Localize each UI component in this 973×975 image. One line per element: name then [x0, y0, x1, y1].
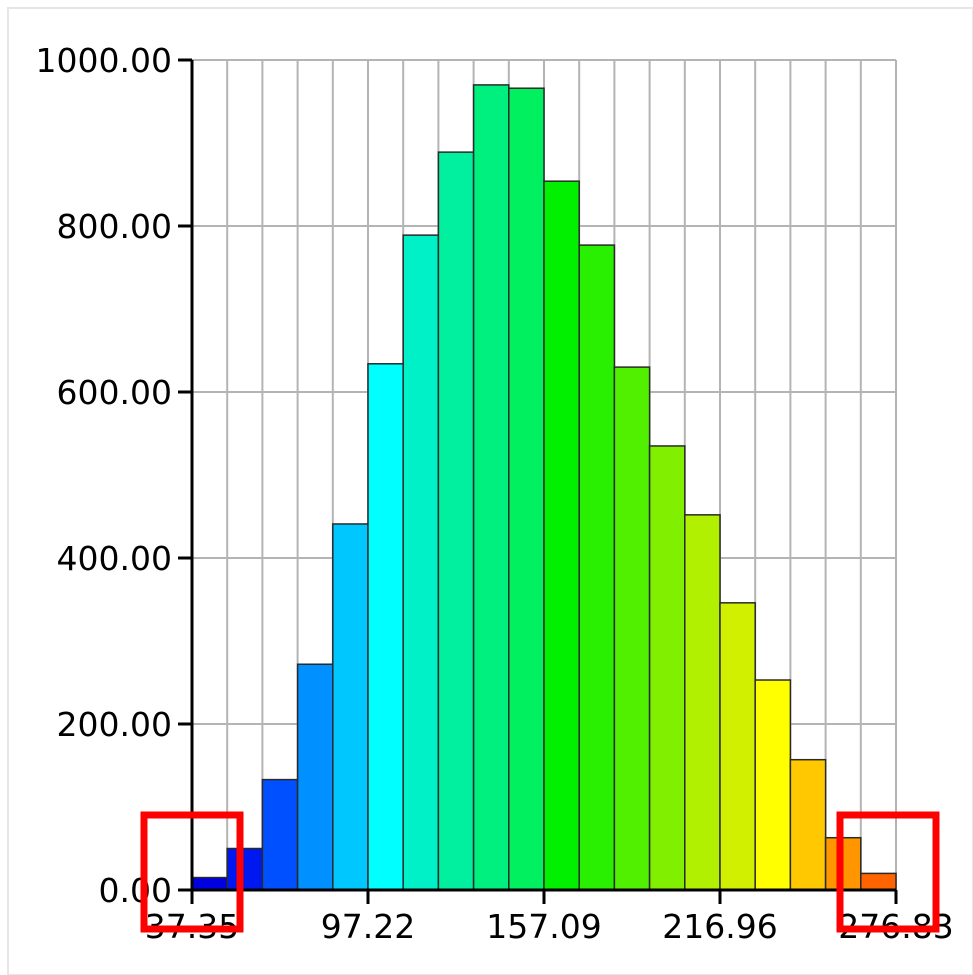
- histogram-bar: [191, 876, 228, 891]
- bars: [191, 84, 897, 891]
- histogram-bar: [367, 363, 404, 891]
- x-tick-label: 157.09: [486, 907, 601, 946]
- y-tick-labels: 0.00 200.00 400.00 600.00 800.00 1000.00: [36, 41, 172, 910]
- histogram-bar: [578, 244, 616, 891]
- y-tick-label: 600.00: [57, 373, 172, 412]
- histogram-bar: [261, 778, 299, 891]
- histogram-bar: [226, 847, 264, 891]
- histogram-bar: [508, 87, 545, 891]
- histogram-bar: [437, 151, 475, 891]
- x-tick-label: 216.96: [662, 907, 777, 946]
- histogram-bar: [543, 180, 580, 891]
- histogram-bar: [754, 679, 792, 891]
- x-tick-label: 97.22: [321, 907, 415, 946]
- highlight-box-left: [140, 811, 244, 933]
- histogram-bar: [719, 602, 756, 891]
- histogram-bar: [472, 84, 510, 891]
- axes: [178, 58, 898, 904]
- y-tick-label: 0.00: [99, 871, 172, 910]
- histogram-bar: [332, 523, 369, 891]
- histogram-bar: [789, 758, 827, 891]
- histogram-bar: [648, 445, 686, 891]
- histogram-bar: [684, 514, 721, 891]
- y-tick-label: 1000.00: [36, 41, 172, 80]
- highlight-box-right: [836, 811, 940, 933]
- y-tick-label: 400.00: [57, 539, 172, 578]
- highlight-boxes: [140, 811, 940, 933]
- histogram-bar: [296, 663, 334, 891]
- histogram-bar: [613, 366, 651, 891]
- y-tick-label: 200.00: [57, 705, 172, 744]
- histogram-bar: [860, 872, 897, 891]
- y-tick-label: 800.00: [57, 207, 172, 246]
- histogram-bar: [402, 234, 440, 891]
